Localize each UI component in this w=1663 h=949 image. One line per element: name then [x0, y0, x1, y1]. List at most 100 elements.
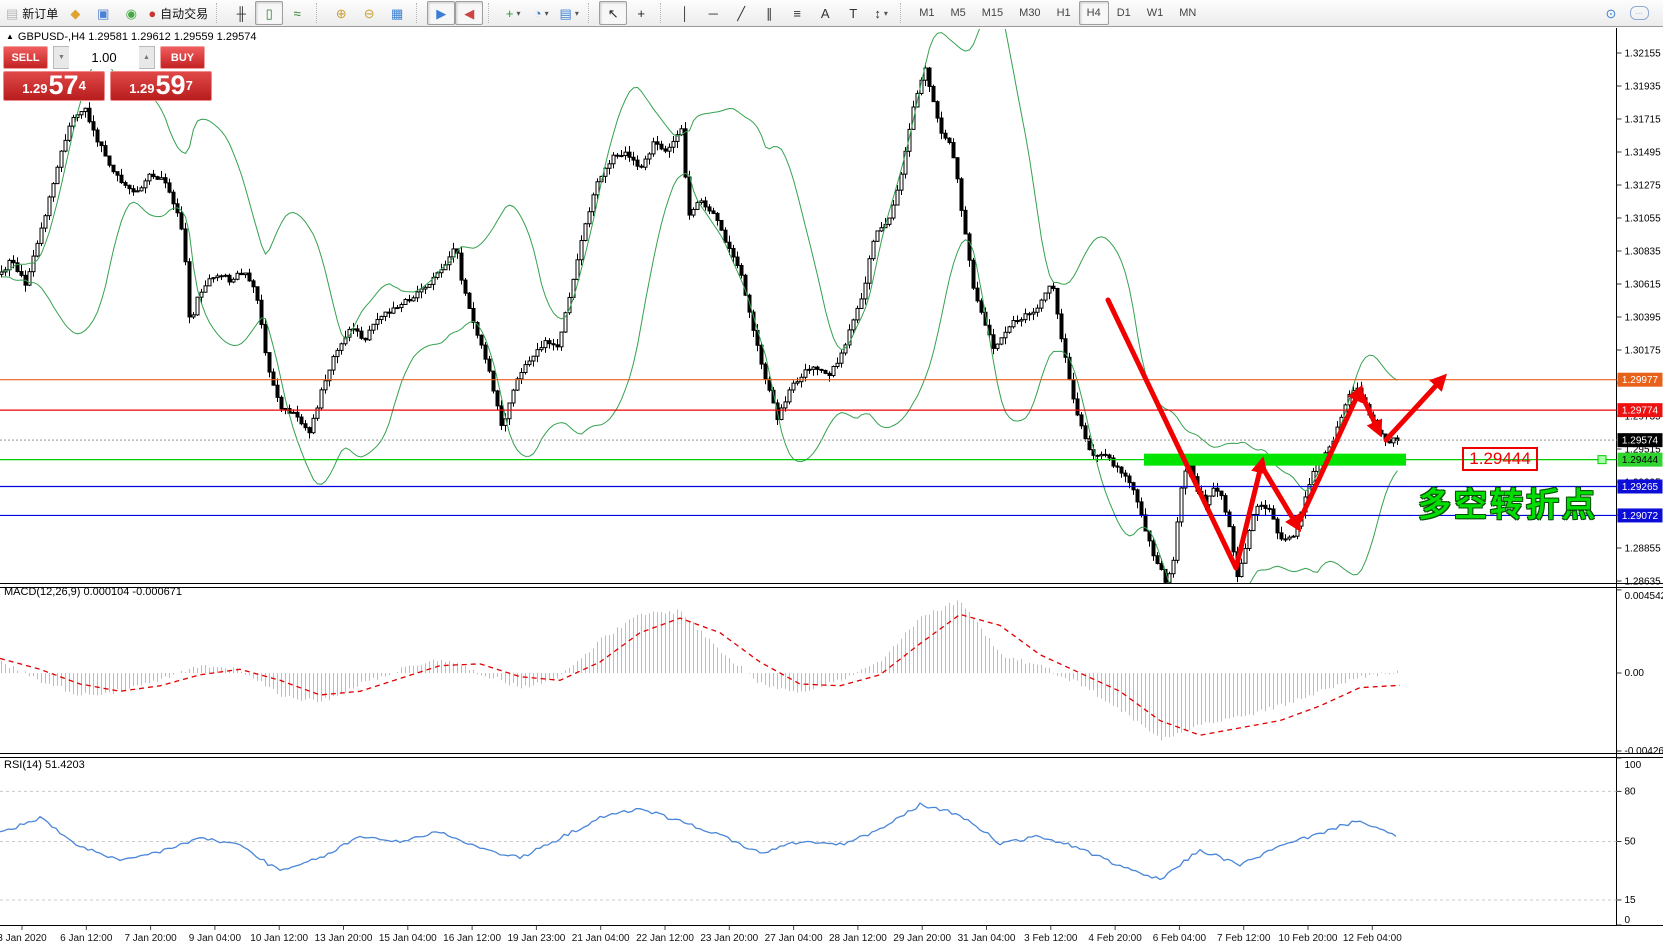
tf-mn-button[interactable]: MN: [1171, 1, 1204, 25]
collapse-panel-icon[interactable]: ▲: [6, 32, 14, 41]
signals-icon-button[interactable]: ◉: [117, 1, 145, 25]
svg-text:1.31275: 1.31275: [1625, 181, 1662, 192]
chat-button[interactable]: ...: [1625, 1, 1653, 25]
signals-icon-icon: ◉: [125, 5, 137, 21]
fibonacci-button[interactable]: ≡: [783, 1, 811, 25]
profiles-icon-button[interactable]: ▣: [89, 1, 117, 25]
svg-text:9 Jan 04:00: 9 Jan 04:00: [189, 933, 242, 944]
candlestick-chart-button[interactable]: ▯: [255, 1, 284, 25]
svg-text:80: 80: [1625, 786, 1637, 797]
buy-button[interactable]: BUY: [160, 46, 205, 69]
price-axis: 1.32155 1.31935 1.31715 1.31495 1.31275 1.310…: [1616, 49, 1663, 926]
horizontal-line-button[interactable]: ─: [699, 1, 727, 25]
tf-m15-button[interactable]: M15: [974, 1, 1011, 25]
svg-text:1.29515: 1.29515: [1625, 445, 1662, 456]
tf-h4-button-label: H4: [1086, 7, 1101, 19]
search-button[interactable]: ⊙: [1597, 1, 1625, 25]
bar-chart-button[interactable]: ╫: [227, 1, 255, 25]
bollinger-bands: [1, 29, 1398, 583]
svg-text:21 Jan 04:00: 21 Jan 04:00: [572, 933, 630, 944]
tf-m30-button[interactable]: M30: [1011, 1, 1048, 25]
autotrading-button[interactable]: ● 自动交易: [145, 1, 211, 25]
tf-h4-button[interactable]: H4: [1078, 1, 1109, 25]
toolbar-separator: [900, 3, 907, 23]
svg-text:6 Jan 12:00: 6 Jan 12:00: [60, 933, 113, 944]
chart-header: ▲ GBPUSD-,H4 1.29581 1.29612 1.29559 1.29…: [6, 31, 256, 43]
svg-text:1.29444: 1.29444: [1622, 455, 1659, 466]
templates-button[interactable]: ▤ ▾: [555, 1, 583, 25]
trendline-icon: ╱: [737, 5, 746, 21]
indicators-button[interactable]: + ▾: [499, 1, 527, 25]
macd-indicator: [0, 600, 1401, 741]
zoom-out-button[interactable]: ⊖: [355, 1, 383, 25]
zoom-in-button[interactable]: ⊕: [327, 1, 355, 25]
arrows-button[interactable]: ↕ ▾: [867, 1, 895, 25]
cursor-button[interactable]: ↖: [599, 1, 628, 25]
chevron-down-icon[interactable]: ▾: [574, 8, 579, 18]
tf-h1-button[interactable]: H1: [1049, 1, 1079, 25]
line-chart-button[interactable]: ≈: [283, 1, 311, 25]
buy-price-button[interactable]: 1.29 59 7: [110, 71, 212, 101]
svg-text:1.29774: 1.29774: [1622, 406, 1659, 417]
tf-h1-button-label: H1: [1056, 7, 1071, 19]
trendline-button[interactable]: ╱: [727, 1, 755, 25]
tf-mn-button-label: MN: [1179, 7, 1197, 19]
tf-w1-button[interactable]: W1: [1139, 1, 1172, 25]
toolbar-group: ▤ 新订单 ◆ ▣ ◉ ● 自动交易: [3, 1, 211, 25]
toolbar-right: ⊙...: [1597, 1, 1653, 25]
svg-text:1.30835: 1.30835: [1625, 247, 1662, 258]
crosshair-button[interactable]: +: [627, 1, 655, 25]
new-order-button[interactable]: ▤ 新订单: [3, 1, 61, 25]
volume-down-button[interactable]: ▼: [54, 47, 69, 68]
svg-text:3 Feb 12:00: 3 Feb 12:00: [1024, 933, 1078, 944]
text-icon: A: [820, 5, 830, 21]
volume-input[interactable]: [69, 46, 139, 69]
buy-price-pips: 59: [155, 70, 186, 100]
autotrading-icon: ●: [148, 5, 157, 21]
turning-point-annotation[interactable]: 多空转折点: [1418, 486, 1598, 523]
svg-text:15: 15: [1625, 895, 1637, 906]
svg-text:1.29977: 1.29977: [1622, 375, 1659, 386]
svg-text:10 Feb 20:00: 10 Feb 20:00: [1279, 933, 1338, 944]
tf-m1-button[interactable]: M1: [911, 1, 942, 25]
svg-text:1.31935: 1.31935: [1625, 82, 1662, 93]
volume-up-button[interactable]: ▲: [139, 47, 154, 68]
svg-text:1.31715: 1.31715: [1625, 115, 1662, 126]
autoscroll-button[interactable]: ▶: [427, 1, 456, 25]
tile-windows-icon: ▦: [391, 5, 404, 21]
chart-shift-icon: ◀: [464, 5, 475, 21]
svg-text:1.30615: 1.30615: [1625, 280, 1662, 291]
text-label-button[interactable]: T: [839, 1, 867, 25]
chart-shift-button[interactable]: ◀: [455, 1, 484, 25]
sell-price-button[interactable]: 1.29 57 4: [3, 71, 105, 101]
svg-text:50: 50: [1625, 837, 1637, 848]
line-chart-icon: ≈: [293, 5, 301, 21]
svg-text:0.004542: 0.004542: [1625, 591, 1663, 602]
sell-button[interactable]: SELL: [3, 46, 48, 69]
price-tag-1-29444[interactable]: 1.29444: [1462, 447, 1538, 471]
toolbar-separator: [488, 3, 495, 23]
chevron-down-icon[interactable]: ▾: [516, 8, 521, 18]
chevron-down-icon[interactable]: ▾: [883, 8, 888, 18]
text-button[interactable]: A: [811, 1, 839, 25]
svg-text:1.30175: 1.30175: [1625, 346, 1662, 357]
periods-button[interactable]: ◔ ▾: [527, 1, 555, 25]
svg-text:0.00: 0.00: [1625, 668, 1645, 679]
equidistant-channel-icon: ∥: [765, 5, 773, 21]
svg-text:12 Feb 04:00: 12 Feb 04:00: [1343, 933, 1402, 944]
autoscroll-icon: ▶: [436, 5, 447, 21]
tile-windows-button[interactable]: ▦: [383, 1, 411, 25]
sell-price-prefix: 1.29: [22, 80, 48, 96]
new-order-button-label: 新订单: [22, 6, 59, 21]
equidistant-channel-button[interactable]: ∥: [755, 1, 783, 25]
vertical-line-button[interactable]: │: [671, 1, 699, 25]
gold-arrow-icon-button[interactable]: ◆: [61, 1, 89, 25]
svg-text:1.29265: 1.29265: [1622, 482, 1659, 493]
tf-d1-button[interactable]: D1: [1109, 1, 1139, 25]
tf-m30-button-label: M30: [1019, 7, 1041, 19]
tf-m5-button[interactable]: M5: [942, 1, 973, 25]
chevron-down-icon[interactable]: ▾: [544, 8, 549, 18]
level-handle-marker: [1597, 455, 1607, 465]
